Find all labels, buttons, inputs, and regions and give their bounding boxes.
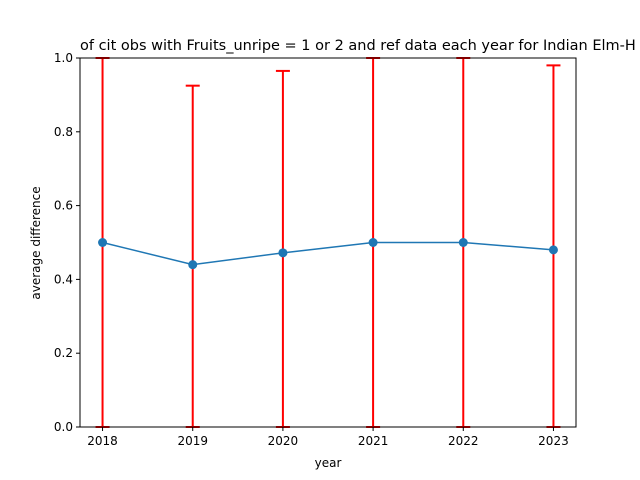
axes-frame [79, 57, 577, 428]
axes: 2018 2019 2020 2021 2022 2023 0.0 0.2 0.4 0.6 0.8 1… [54, 51, 577, 448]
x-tick-label: 2020 [268, 434, 299, 448]
x-tick-label: 2018 [87, 434, 118, 448]
x-tick-label: 2021 [358, 434, 389, 448]
chart-title: of cit obs with Fruits_unripe = 1 or 2 a… [80, 38, 636, 54]
y-tick-label: 1.0 [54, 51, 73, 65]
data-point [98, 238, 108, 247]
y-tick-label: 0.0 [54, 420, 73, 434]
y-tick-label: 0.4 [54, 272, 73, 286]
data-point [368, 238, 378, 247]
x-tick-label: 2019 [177, 434, 208, 448]
data-point [548, 245, 558, 255]
x-tick-label: 2023 [538, 434, 569, 448]
data-point [458, 238, 468, 247]
data-point [188, 260, 198, 270]
y-tick-label: 0.8 [54, 125, 73, 139]
series-line [102, 241, 554, 266]
x-tick-label: 2022 [448, 434, 479, 448]
y-tick-label: 0.2 [54, 346, 73, 360]
data-point [278, 248, 288, 258]
y-axis-title: average difference [29, 186, 43, 299]
y-tick-label: 0.6 [54, 199, 73, 213]
x-axis-title: year [315, 456, 342, 470]
